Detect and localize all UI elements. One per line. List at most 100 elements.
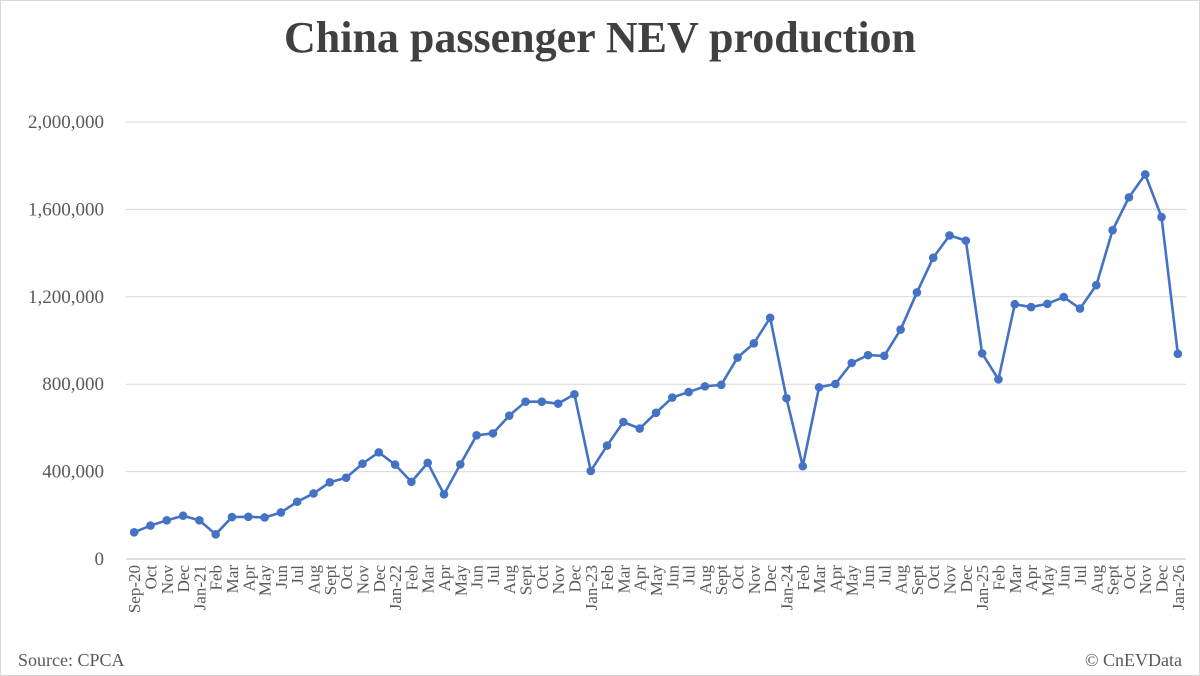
x-tick-label: Feb — [402, 565, 421, 591]
data-point — [1026, 302, 1036, 312]
data-point — [961, 236, 971, 245]
x-tick-label: Oct — [337, 565, 356, 590]
x-tick-label: Apr — [631, 565, 650, 592]
data-point — [814, 382, 824, 392]
x-tick-label: Jul — [875, 565, 894, 585]
x-tick-label: Jan-25 — [973, 565, 992, 610]
y-tick-label: 1,600,000 — [28, 199, 104, 220]
x-tick-label: May — [843, 565, 862, 597]
x-tick-label: Dec — [957, 565, 976, 593]
x-tick-label: Jul — [1071, 565, 1090, 585]
x-tick-label: Sept — [517, 565, 536, 596]
data-point — [325, 478, 335, 487]
data-point — [211, 530, 220, 539]
data-point — [880, 351, 889, 361]
data-point — [700, 382, 710, 391]
x-tick-label: Oct — [729, 565, 748, 590]
data-point — [504, 411, 514, 420]
data-point — [1108, 225, 1117, 235]
x-tick-label: Mar — [810, 565, 829, 594]
data-point — [1157, 212, 1166, 222]
data-point — [928, 253, 938, 262]
data-point — [945, 231, 954, 240]
x-tick-label: Jan-26 — [1169, 565, 1188, 610]
x-tick-label: Mar — [614, 565, 633, 594]
x-tick-label: May — [647, 565, 666, 597]
x-tick-label: Aug — [892, 565, 911, 595]
data-point — [586, 466, 596, 476]
x-tick-label: Apr — [1022, 565, 1041, 592]
data-point — [1140, 170, 1150, 179]
x-tick-label: Nov — [353, 565, 372, 595]
data-point — [407, 477, 416, 487]
data-point — [227, 512, 237, 522]
data-point — [292, 497, 302, 507]
x-tick-label: Jan-21 — [190, 565, 209, 610]
data-point — [553, 399, 563, 408]
x-tick-label: Jan-22 — [386, 565, 405, 610]
data-point — [129, 528, 139, 537]
y-axis-tick-labels: 0 400,000 800,000 1,200,000 1,600,000 2,000,0… — [28, 112, 104, 570]
x-tick-label: Jan-24 — [777, 565, 796, 611]
x-tick-label: Mar — [1006, 565, 1025, 594]
x-tick-label: May — [256, 565, 275, 597]
x-tick-label: Jun — [468, 565, 487, 589]
data-point — [733, 353, 742, 362]
data-point — [765, 313, 775, 323]
data-point — [276, 508, 286, 517]
data-point — [390, 460, 400, 469]
x-tick-label: Jul — [288, 565, 307, 585]
data-point — [244, 512, 253, 522]
chart-title: China passenger NEV production — [283, 13, 917, 62]
x-tick-label: Apr — [435, 565, 454, 592]
x-tick-label: Dec — [761, 565, 780, 593]
data-point — [1173, 349, 1183, 359]
x-axis-tick-labels: Sep-20OctNovDecJan-21FebMarAprMayJunJulA… — [125, 565, 1188, 614]
data-point — [570, 389, 579, 399]
x-tick-label: Dec — [174, 565, 193, 593]
y-tick-label: 2,000,000 — [28, 112, 104, 133]
data-point — [472, 431, 481, 440]
series-layer — [129, 170, 1183, 539]
data-point — [1010, 299, 1020, 309]
data-point — [782, 393, 791, 403]
data-point — [195, 516, 204, 525]
y-tick-label: 800,000 — [42, 374, 104, 395]
x-tick-label: Dec — [370, 565, 389, 593]
x-tick-label: Apr — [239, 565, 258, 592]
x-tick-label: Dec — [1153, 565, 1172, 593]
x-tick-label: Feb — [989, 565, 1008, 591]
data-point — [146, 521, 155, 530]
x-tick-label: May — [451, 565, 470, 597]
data-point — [863, 350, 873, 360]
x-tick-label: Nov — [1136, 565, 1155, 595]
data-point — [651, 408, 661, 418]
x-tick-label: Aug — [500, 565, 519, 595]
x-tick-label: Jun — [272, 565, 291, 589]
data-point — [749, 339, 759, 348]
x-tick-label: May — [1038, 565, 1057, 597]
data-point — [358, 459, 367, 469]
x-tick-label: Oct — [1120, 565, 1139, 590]
data-point — [374, 448, 384, 457]
y-tick-label: 0 — [95, 549, 105, 570]
data-point — [260, 513, 269, 522]
data-point — [668, 393, 677, 402]
copyright-note: © CnEVData — [1084, 650, 1182, 670]
data-point — [1043, 299, 1052, 309]
data-point — [896, 325, 905, 334]
data-point — [1092, 280, 1101, 290]
data-point — [423, 458, 432, 468]
data-point — [994, 375, 1003, 384]
data-point — [977, 349, 987, 358]
x-tick-label: Mar — [223, 565, 242, 594]
x-tick-label: Jun — [1055, 565, 1074, 589]
data-point — [831, 379, 840, 389]
x-tick-label: Oct — [533, 565, 552, 590]
x-tick-label: Jul — [484, 565, 503, 585]
x-tick-label: Aug — [696, 565, 715, 595]
x-tick-label: Sept — [908, 565, 927, 596]
data-point — [1075, 304, 1085, 313]
data-point — [537, 397, 547, 406]
x-tick-label: Apr — [826, 565, 845, 592]
